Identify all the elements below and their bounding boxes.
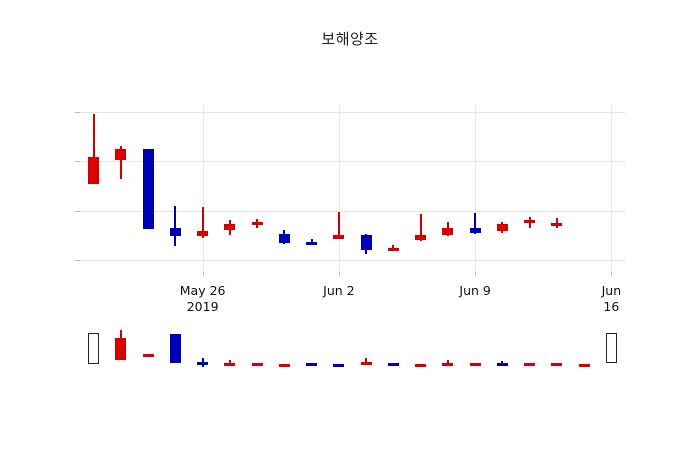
candle-body — [496, 224, 508, 232]
candle-body — [442, 227, 454, 236]
volume-candle-body — [142, 353, 154, 358]
candle-body — [333, 235, 345, 239]
x-tick-mark — [611, 272, 613, 276]
volume-candle-body — [605, 333, 617, 363]
candle-body — [88, 156, 100, 184]
candle-body — [360, 235, 372, 250]
x-tick-mark — [338, 272, 340, 276]
x-tick-label: May 26 2019 — [179, 283, 226, 314]
candle-body — [251, 221, 263, 226]
candle-body — [115, 149, 127, 161]
x-tick-mark — [475, 272, 477, 276]
volume-candle-body — [251, 363, 263, 367]
gridline-horizontal — [80, 210, 625, 212]
y-tick-mark — [75, 259, 80, 261]
candle-body — [551, 222, 563, 226]
candle-body — [524, 220, 536, 224]
volume-candle-body — [278, 364, 290, 368]
gridline-vertical — [338, 105, 340, 272]
volume-candle-body — [469, 363, 481, 367]
gridline-vertical — [611, 105, 613, 272]
volume-candlestick-panel — [80, 330, 625, 368]
volume-candle-body — [224, 362, 236, 366]
volume-candle-wick — [446, 359, 449, 366]
volume-candle-body — [496, 362, 508, 366]
gridline-vertical — [475, 105, 477, 272]
candle-wick — [419, 214, 422, 242]
candle-body — [278, 233, 290, 243]
candle-body — [415, 235, 427, 241]
gridline-horizontal — [80, 161, 625, 163]
candle-body — [169, 227, 181, 237]
candle-body — [197, 231, 209, 237]
gridline-horizontal — [80, 259, 625, 261]
volume-candle-body — [333, 364, 345, 368]
x-tick-label: Jun 16 — [601, 283, 622, 314]
volume-candle-body — [524, 363, 536, 367]
x-tick-mark — [202, 272, 204, 276]
y-tick-mark — [75, 161, 80, 163]
y-tick-mark — [75, 210, 80, 212]
volume-candle-body — [360, 361, 372, 366]
candle-wick — [337, 211, 340, 239]
x-tick-label: Jun 2 — [323, 283, 355, 298]
candle-body — [306, 242, 318, 246]
x-tick-label: Jun 9 — [459, 283, 491, 298]
volume-candle-body — [578, 364, 590, 368]
y-tick-mark — [75, 112, 80, 114]
volume-candle-body — [197, 361, 209, 365]
candle-wick — [92, 113, 95, 184]
candle-wick — [119, 145, 122, 179]
volume-candle-wick — [365, 358, 368, 366]
candle-wick — [201, 206, 204, 238]
candle-body — [224, 224, 236, 231]
volume-candle-body — [442, 362, 454, 366]
candle-wick — [174, 205, 177, 247]
gridline-horizontal — [80, 112, 625, 114]
volume-candle-body — [551, 362, 563, 366]
volume-candle-wick — [228, 359, 231, 366]
candle-body — [142, 149, 154, 230]
volume-candle-body — [88, 333, 100, 365]
candle-wick — [474, 213, 477, 234]
candle-wick — [310, 238, 313, 245]
candle-body — [469, 227, 481, 233]
candle-body — [387, 247, 399, 251]
volume-candle-body — [115, 337, 127, 360]
volume-candle-body — [306, 362, 318, 366]
gridline-vertical — [202, 105, 204, 272]
volume-candle-body — [169, 333, 181, 364]
page-title: 보해양조 — [321, 30, 379, 48]
volume-candle-body — [387, 363, 399, 367]
volume-candle-body — [415, 364, 427, 368]
